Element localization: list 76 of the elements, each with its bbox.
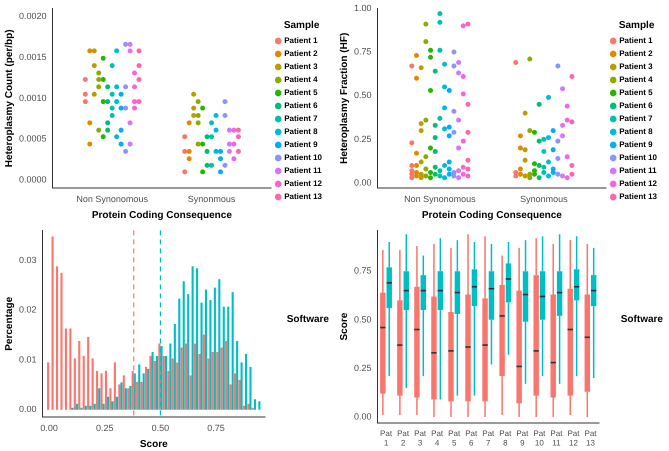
y-tick-label: 0.0020 — [18, 11, 47, 22]
y-tick-label: 0.02 — [18, 304, 37, 315]
legend-label: Patient 8 — [619, 127, 654, 136]
y-tick-label: 0.00 — [354, 177, 372, 188]
legend-label: Patient 12 — [284, 179, 323, 188]
x-tick-label: Pat 1 — [380, 428, 393, 448]
y-axis-title: Score — [338, 312, 350, 340]
y-tick-label: 0.50 — [354, 314, 372, 324]
legend-label: Patient 9 — [619, 140, 654, 150]
y-axis-title: Heteroplasmy Count (per/bp) — [4, 29, 15, 168]
legend-title: Sample — [284, 20, 320, 31]
x-tick-label: 0.25 — [96, 423, 114, 434]
legend-label: Patient 2 — [284, 49, 318, 58]
y-tick-label: 0.75 — [354, 46, 372, 57]
x-tick-label: Pat 10 — [533, 428, 546, 448]
legend-label: Patient 13 — [284, 192, 323, 202]
y-tick-label: 0.00 — [18, 404, 37, 414]
y-axis-title: Percentage — [4, 296, 15, 351]
x-axis-title: Score — [140, 438, 168, 450]
y-tick-label: 0.0000 — [18, 174, 47, 185]
y-tick-label: 0.0015 — [18, 52, 47, 62]
y-tick-label: 1.00 — [354, 2, 372, 13]
x-tick-label: Pat 5 — [448, 428, 461, 448]
x-tick-label: Pat 12 — [567, 428, 580, 448]
legend-label: Patient 11 — [619, 166, 658, 176]
legend-label: Patient 8 — [284, 127, 318, 136]
legend-label: Patient 4 — [284, 75, 318, 84]
y-tick-label: 0.0005 — [18, 134, 47, 144]
x-axis-title: Protein Coding Consequence — [92, 210, 232, 221]
legend-label: Patient 2 — [619, 49, 654, 58]
legend-label: Patient 4 — [619, 75, 654, 84]
x-tick-label: Synonmous — [188, 194, 236, 204]
x-tick-label: Non Synonomous — [76, 194, 148, 204]
x-tick-label: Pat 3 — [414, 428, 427, 448]
legend-label: Patient 1 — [619, 36, 654, 46]
legend-label: Patient 10 — [284, 153, 323, 162]
legend-label: Patient 12 — [619, 179, 658, 188]
x-tick-label: Pat 8 — [499, 428, 512, 448]
x-axis-title: Protein Coding Consequence — [422, 210, 562, 221]
y-tick-label: 0.50 — [354, 90, 372, 100]
x-tick-label: Non Synonomous — [404, 194, 476, 204]
y-tick-label: 0.00 — [354, 411, 372, 422]
y-axis-title: Heteroplasmy Fraction (HF) — [338, 32, 350, 164]
x-tick-label: Pat 2 — [397, 428, 410, 448]
legend-label: Patient 5 — [284, 88, 318, 98]
legend-label: Patient 3 — [619, 62, 654, 72]
legend-title: Sample — [618, 20, 655, 31]
x-tick-label: Pat 4 — [431, 428, 444, 448]
legend-title: Software — [620, 314, 663, 325]
y-tick-label: 0.03 — [18, 254, 37, 265]
x-tick-label: Synonmous — [520, 194, 568, 204]
x-tick-label: 0.00 — [40, 423, 58, 434]
y-tick-label: 0.25 — [354, 362, 372, 373]
legend-label: Patient 3 — [284, 62, 318, 72]
legend-label: Patient 6 — [284, 101, 318, 110]
y-tick-label: 0.0010 — [18, 92, 47, 103]
y-tick-label: 0.25 — [354, 134, 372, 144]
legend-label: Patient 6 — [619, 101, 654, 110]
legend-label: Patient 1 — [284, 36, 318, 46]
y-tick-label: 0.75 — [354, 266, 372, 276]
x-tick-label: Pat 9 — [516, 428, 530, 448]
x-tick-label: Pat 13 — [584, 428, 598, 448]
legend-label: Patient 9 — [284, 140, 318, 150]
y-tick-label: 0.01 — [18, 354, 37, 364]
x-tick-label: Pat 6 — [465, 428, 478, 448]
x-tick-label: Pat 7 — [482, 428, 496, 448]
x-tick-label: Pat 11 — [550, 428, 564, 448]
legend-label: Patient 5 — [619, 88, 654, 98]
legend-label: Patient 10 — [619, 153, 658, 162]
legend-label: Patient 7 — [619, 114, 654, 124]
legend-label: Patient 7 — [284, 114, 318, 124]
x-tick-label: 0.75 — [207, 423, 225, 434]
legend-label: Patient 11 — [284, 166, 322, 176]
legend-label: Patient 13 — [619, 192, 658, 202]
legend-title: Software — [286, 314, 329, 325]
x-tick-label: 0.50 — [152, 423, 170, 434]
